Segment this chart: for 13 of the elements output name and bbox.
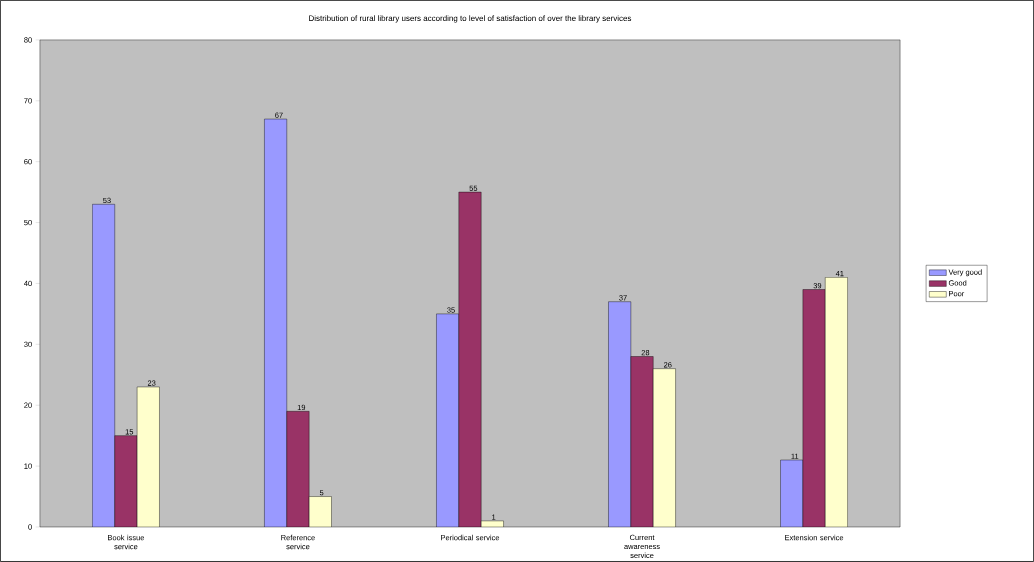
bar bbox=[114, 435, 138, 528]
bar bbox=[653, 368, 676, 528]
bar bbox=[436, 313, 460, 528]
bar bbox=[92, 204, 115, 528]
bar bbox=[780, 459, 804, 528]
bar bbox=[630, 356, 654, 528]
bar bbox=[264, 118, 287, 528]
bar bbox=[286, 411, 310, 528]
bar bbox=[825, 277, 848, 528]
bar bbox=[802, 289, 826, 528]
bar bbox=[136, 386, 160, 528]
bar bbox=[458, 191, 482, 528]
bar bbox=[608, 301, 632, 528]
